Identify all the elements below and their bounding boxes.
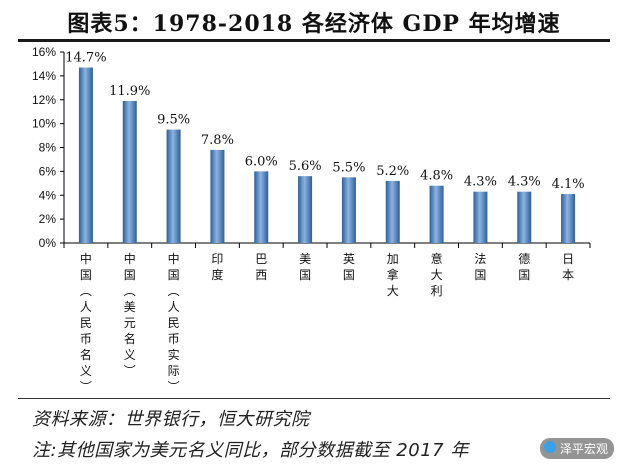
footer-rule (18, 398, 610, 399)
data-label: 4.1% (552, 177, 585, 192)
data-label: 11.9% (109, 84, 150, 99)
y-tick-label: 16% (32, 45, 56, 59)
y-tick-label: 10% (32, 117, 56, 131)
category-label: 法国 (474, 252, 486, 282)
y-tick-label: 4% (39, 188, 57, 202)
y-tick-label: 6% (39, 164, 57, 178)
y-tick-label: 14% (32, 69, 56, 83)
note-text: 注:其他国家为美元名义同比，部分数据截至 2017 年 (32, 440, 469, 461)
bar-chart: 0% 2% 4% 6% 8% 10% 12% 14% 16% 14.7% 中国︵人民币名义︶ 11.… (32, 45, 591, 394)
bar (429, 185, 444, 243)
category-label: 中国︵人民币实际︶ (168, 251, 180, 394)
bar (341, 177, 356, 243)
data-label: 14.7% (65, 51, 106, 66)
y-tick-label: 2% (39, 212, 57, 226)
bar (385, 180, 400, 243)
wechat-logo-icon (543, 441, 556, 453)
bar (561, 194, 576, 243)
category-label: 中国︵美元名义︶ (124, 251, 136, 378)
data-label: 4.8% (420, 169, 453, 184)
data-label: 4.3% (464, 175, 497, 190)
data-label: 4.3% (508, 175, 541, 190)
data-label: 7.8% (201, 133, 234, 148)
data-label: 9.5% (157, 113, 190, 128)
category-label: 德国 (518, 251, 530, 282)
data-label: 5.5% (332, 160, 365, 175)
bar (473, 191, 488, 243)
data-label: 5.2% (376, 164, 409, 179)
y-tick-label: 0% (39, 236, 57, 250)
data-label: 6.0% (245, 154, 278, 169)
y-tick-label: 12% (32, 93, 56, 107)
watermark-text: 泽平宏观 (559, 442, 608, 456)
category-label: 加拿大 (387, 252, 399, 298)
category-label: 美国 (299, 252, 311, 282)
chart-title: 图表5：1978-2018 各经济体 GDP 年均增速 (67, 11, 561, 37)
bar (254, 171, 269, 243)
watermark: 泽平宏观 (539, 438, 614, 459)
source-text: 资料来源：世界银行，恒大研究院 (32, 409, 310, 430)
category-label: 意大利 (431, 251, 443, 298)
category-label: 中国︵人民币名义︶ (80, 251, 92, 394)
category-label: 日本 (562, 252, 574, 282)
bar (210, 149, 225, 243)
category-label: 印度 (211, 252, 223, 282)
title-rule (18, 39, 610, 42)
bar (517, 191, 532, 243)
bar (166, 129, 181, 243)
data-label: 5.6% (289, 159, 322, 174)
bar (122, 100, 137, 243)
y-tick-label: 8% (39, 141, 57, 155)
bar (298, 176, 313, 243)
category-label: 巴西 (255, 252, 267, 282)
bar (78, 67, 93, 243)
category-label: 英国 (343, 252, 355, 282)
